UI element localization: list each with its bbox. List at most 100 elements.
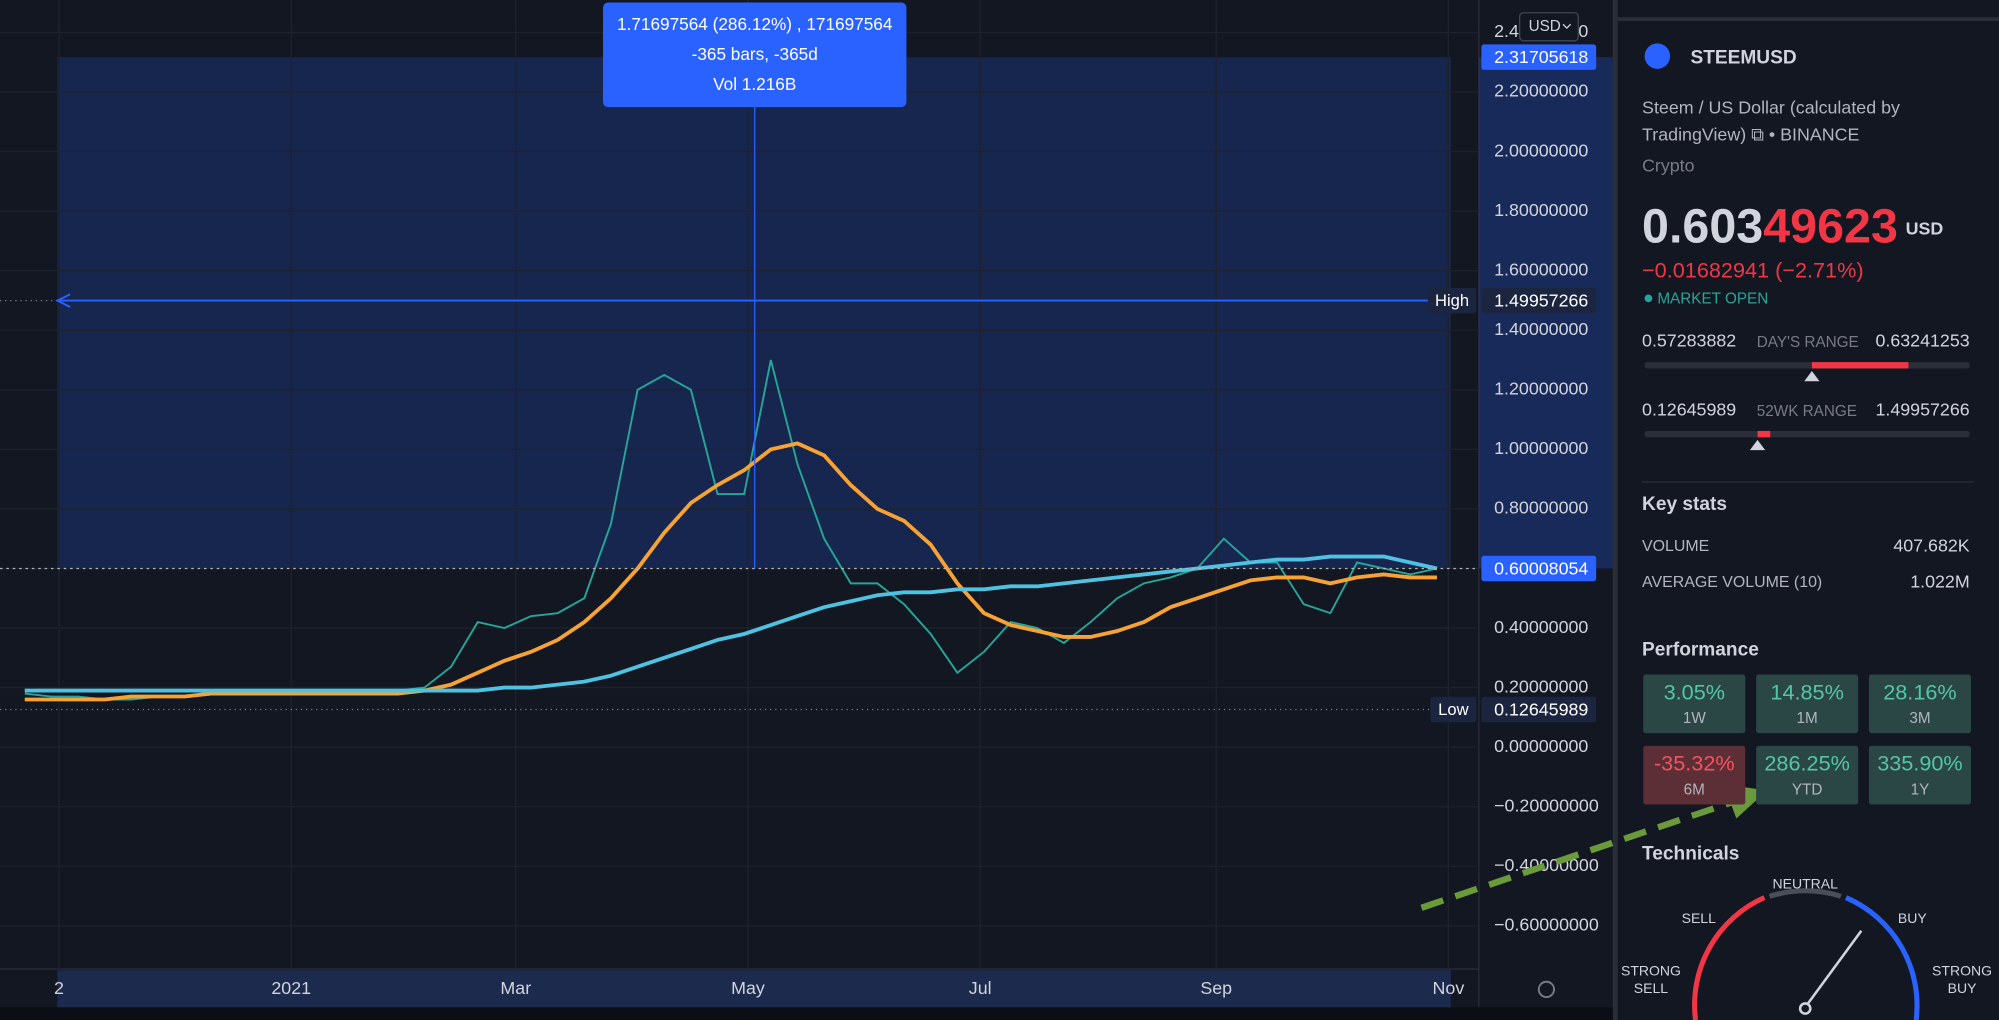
gl-box: STRONG SELL: [1620, 963, 1681, 998]
currency-text: USD: [1529, 18, 1561, 35]
axis-label: 0.12645989: [1494, 699, 1588, 719]
range-marker: [1749, 439, 1766, 451]
performance-period: 1M: [1797, 710, 1818, 727]
technicals-title: Technicals: [1642, 843, 1739, 864]
y-tick-label: 1.00000000: [1494, 438, 1588, 458]
symbol-logo: [1644, 43, 1671, 69]
gl-box: SELL: [1681, 911, 1716, 927]
price-change: −0.01682941 (−2.71%): [1642, 257, 1864, 282]
y-tick-label: 0.20000000: [1494, 676, 1588, 696]
range-track: [1644, 430, 1970, 438]
status-dot: [1644, 294, 1653, 303]
gl-box: STRONG BUY: [1932, 963, 1993, 998]
range-marker: [1804, 371, 1820, 382]
y-tick-label: 0.80000000: [1494, 498, 1588, 518]
y-tick-label: −0.20000000: [1494, 795, 1599, 815]
price-tail: 49623: [1763, 199, 1898, 253]
x-tick-label: Mar: [500, 978, 531, 998]
axis-label-bg: [1481, 287, 1597, 314]
x-tick-label: Nov: [1433, 978, 1465, 998]
stat-value: 1.022M: [1910, 571, 1969, 591]
performance-value: 286.25%: [1764, 751, 1849, 776]
annotation-arrow: [1420, 797, 1738, 911]
key-stats-title: Key stats: [1642, 494, 1727, 515]
low-tag-text: Low: [1438, 700, 1468, 719]
gauge-label: SELL: [1681, 911, 1716, 927]
range-label: 52WK RANGE: [1757, 403, 1857, 420]
measure-tooltip: [603, 2, 907, 108]
settings-icon[interactable]: [1537, 980, 1556, 999]
range-low: 0.57283882: [1642, 330, 1736, 350]
axis-label-bg: [1481, 44, 1597, 70]
performance-tile: [1643, 745, 1746, 805]
axis-label-bg: [1481, 696, 1597, 723]
range-high: 1.49957266: [1875, 399, 1969, 419]
stat-label: AVERAGE VOLUME (10): [1642, 574, 1822, 591]
performance-value: 335.90%: [1877, 751, 1962, 776]
y-tick-label: −0.40000000: [1494, 855, 1599, 875]
axis-label: 0.60008054: [1494, 558, 1588, 578]
high-tag: [1427, 287, 1477, 314]
price-main: 0.603: [1642, 199, 1763, 253]
x-tick-label: 2021: [271, 978, 311, 998]
y-tick-label: 1.80000000: [1494, 200, 1588, 220]
range-fill: [1757, 430, 1771, 438]
gauge-needle: [1804, 929, 1863, 1009]
y-tick-label: 0.00000000: [1494, 736, 1588, 756]
series-line: [24, 554, 1438, 693]
gauge-label: STRONG SELL: [1620, 963, 1681, 998]
y-tick-label: 1.60000000: [1494, 259, 1588, 279]
axis-label-bg: [1481, 555, 1597, 582]
description: Steem / US Dollar (calculated by Trading…: [1642, 96, 1900, 145]
category: Crypto: [1642, 156, 1695, 176]
performance-value: 28.16%: [1883, 679, 1956, 704]
currency-caret: [1562, 23, 1572, 29]
series-line: [24, 441, 1437, 702]
gauge-label: STRONG BUY: [1932, 963, 1993, 998]
price-currency: USD: [1906, 218, 1944, 238]
x-tick-label: Jul: [969, 978, 992, 998]
gauge-neutral: [1768, 888, 1842, 899]
y-tick-label: 1.20000000: [1494, 379, 1588, 399]
stat-label: VOLUME: [1642, 538, 1709, 555]
currency-button[interactable]: [1519, 12, 1579, 42]
stat-value: 407.682K: [1893, 536, 1969, 556]
gauge-label: NEUTRAL: [1772, 877, 1838, 893]
performance-period: 1Y: [1911, 782, 1930, 799]
price-axis: [1478, 0, 1613, 969]
performance-value: -35.32%: [1654, 751, 1735, 776]
performance-value: 3.05%: [1664, 679, 1725, 704]
measure-text: Vol 1.216B: [713, 74, 796, 94]
performance-tile: [1868, 674, 1971, 734]
gl-box: NEUTRAL: [1772, 877, 1838, 893]
gauge-pivot: [1798, 1002, 1812, 1015]
description-box: Steem / US Dollar (calculated by Trading…: [1642, 96, 1900, 145]
performance-period: YTD: [1792, 782, 1823, 799]
axis-label: 1.49957266: [1494, 291, 1588, 311]
x-tick-label: May: [731, 978, 765, 998]
range-low: 0.12645989: [1642, 399, 1736, 419]
y-tick-label: 2.00000000: [1494, 140, 1588, 160]
panel-divider: [1612, 0, 1618, 1020]
price: 0.60349623 USD: [1642, 199, 1943, 253]
performance-tile: [1643, 674, 1746, 734]
y-tick-label: 0.40000000: [1494, 617, 1588, 637]
time-range-band: [57, 970, 1451, 1008]
x-tick-label: Sep: [1200, 978, 1232, 998]
y-tick-label: −0.60000000: [1494, 915, 1599, 935]
exchange: BINANCE: [1780, 123, 1860, 145]
range-fill: [1811, 362, 1909, 369]
measure-text: 1.71697564 (286.12%) , 171697564: [617, 14, 893, 34]
axis-label: 2.31705618: [1494, 47, 1588, 67]
gl-box: BUY: [1897, 911, 1927, 927]
performance-tile: [1868, 745, 1971, 805]
performance-period: 3M: [1909, 710, 1930, 727]
gauge-label: BUY: [1897, 911, 1927, 927]
performance-tile: [1756, 745, 1859, 805]
measure-text: -365 bars, -365d: [692, 44, 818, 64]
symbol: STEEMUSD: [1690, 48, 1796, 69]
bottom-strip: [0, 1007, 1613, 1020]
gauge-sell: [1692, 895, 1766, 1020]
